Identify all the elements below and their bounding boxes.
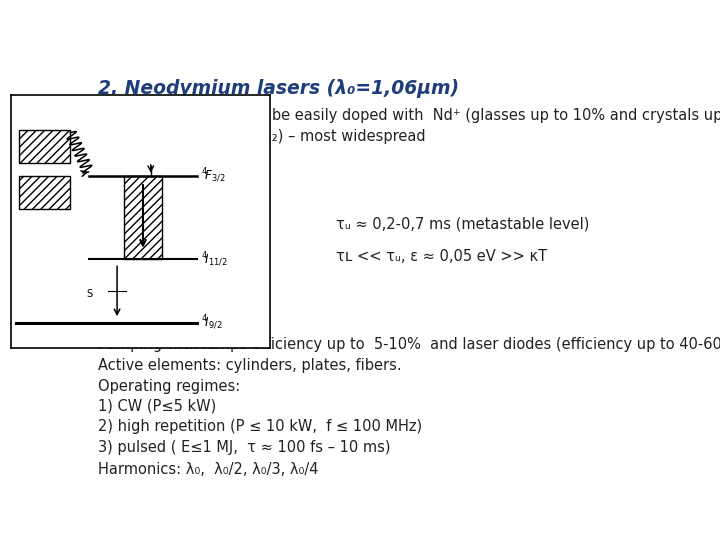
Text: 2) high repetition (P ≤ 10 kW,  f ≤ 100 MHz): 2) high repetition (P ≤ 10 kW, f ≤ 100 M… <box>99 419 423 434</box>
Text: $^4\!F_{3/2}$: $^4\!F_{3/2}$ <box>202 166 226 185</box>
Bar <box>19 176 71 209</box>
Text: Harmonics: λ₀,  λ₀/2, λ₀/3, λ₀/4: Harmonics: λ₀, λ₀/2, λ₀/3, λ₀/4 <box>99 462 319 477</box>
Text: $^4\!I_{9/2}$: $^4\!I_{9/2}$ <box>202 314 222 332</box>
Text: Different materials can be easily doped with  Nd⁺ (glasses up to 10% and crystal: Different materials can be easily doped … <box>99 109 720 124</box>
Text: τᵤ ≈ 0,2-0,7 ms (metastable level): τᵤ ≈ 0,2-0,7 ms (metastable level) <box>336 217 589 232</box>
Text: 3) pulsed ( E≤1 MJ,  τ ≈ 100 fs – 10 ms): 3) pulsed ( E≤1 MJ, τ ≈ 100 fs – 10 ms) <box>99 440 391 455</box>
Bar <box>124 176 163 260</box>
Text: Nd:YAG  (matrix Y₃Al₅O₁₂) – most widespread: Nd:YAG (matrix Y₃Al₅O₁₂) – most widespre… <box>99 129 426 144</box>
Text: τʟ << τᵤ, ε ≈ 0,05 eV >> κT: τʟ << τᵤ, ε ≈ 0,05 eV >> κT <box>336 248 546 264</box>
Text: Operating regimes:: Operating regimes: <box>99 379 240 394</box>
Text: 1) CW (P≤5 kW): 1) CW (P≤5 kW) <box>99 399 217 413</box>
Text: Pumping with lamps efficiency up to  5-10%  and laser diodes (efficiency up to 4: Pumping with lamps efficiency up to 5-10… <box>99 337 720 352</box>
Text: 2. Neodymium lasers (λ₀=1,06μm): 2. Neodymium lasers (λ₀=1,06μm) <box>99 79 459 98</box>
Bar <box>19 130 71 163</box>
Text: $^4\!I_{11/2}$: $^4\!I_{11/2}$ <box>202 251 228 268</box>
Text: S: S <box>86 289 92 299</box>
Text: Active elements: cylinders, plates, fibers.: Active elements: cylinders, plates, fibe… <box>99 358 402 373</box>
